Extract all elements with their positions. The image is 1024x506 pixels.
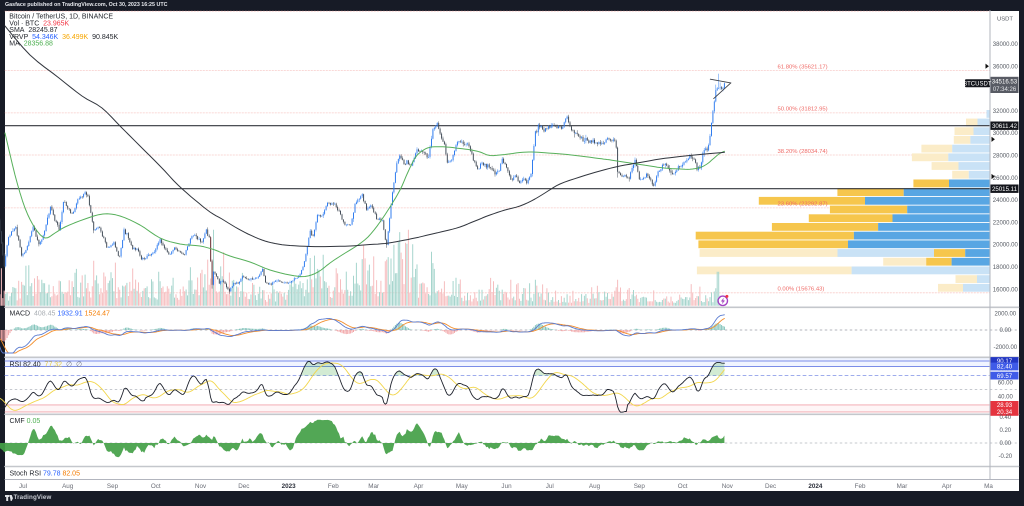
svg-text:22000.00: 22000.00 (993, 220, 1019, 226)
svg-text:34516.53: 34516.53 (992, 79, 1018, 86)
svg-text:SMA 28245.87: SMA 28245.87 (9, 27, 57, 34)
svg-text:Jul: Jul (546, 483, 554, 490)
svg-text:40.00: 40.00 (998, 395, 1014, 401)
svg-text:Vol · BTC 23.965K: Vol · BTC 23.965K (9, 20, 69, 27)
svg-text:May: May (456, 483, 469, 490)
svg-text:60.00: 60.00 (998, 380, 1014, 386)
svg-text:20000.00: 20000.00 (993, 243, 1019, 249)
svg-text:BTCUSDT: BTCUSDT (963, 81, 992, 87)
svg-text:2023: 2023 (282, 483, 297, 490)
svg-text:Aug: Aug (62, 483, 74, 490)
svg-text:Nov: Nov (195, 483, 207, 490)
svg-text:Dec: Dec (765, 483, 776, 490)
svg-text:2000.00: 2000.00 (994, 311, 1016, 317)
svg-text:Mar: Mar (368, 483, 379, 490)
svg-text:16000.00: 16000.00 (993, 287, 1019, 293)
svg-text:28000.00: 28000.00 (993, 154, 1019, 160)
svg-text:Jul: Jul (19, 483, 27, 490)
svg-text:38000.00: 38000.00 (993, 42, 1019, 48)
svg-text:69.57: 69.57 (997, 373, 1013, 380)
svg-text:0.00: 0.00 (999, 328, 1011, 334)
svg-text:Apr: Apr (414, 483, 424, 490)
svg-text:50.00% (31812.95): 50.00% (31812.95) (778, 107, 828, 113)
svg-text:82.40: 82.40 (997, 364, 1013, 371)
svg-text:30611.42: 30611.42 (992, 123, 1018, 130)
svg-text:Aug: Aug (589, 483, 601, 490)
svg-text:Jun: Jun (501, 483, 512, 490)
svg-text:0.20: 0.20 (999, 428, 1011, 434)
svg-text:90.17: 90.17 (997, 358, 1013, 365)
svg-text:USDT: USDT (997, 16, 1013, 22)
svg-text:07:34:26: 07:34:26 (993, 87, 1017, 93)
svg-text:RSI 82.40 77.32 ∅ ∅: RSI 82.40 77.32 ∅ ∅ (10, 361, 83, 368)
svg-text:38.20% (28034.74): 38.20% (28034.74) (778, 149, 828, 155)
svg-text:Bitcoin / TetherUS, 1D, BINANC: Bitcoin / TetherUS, 1D, BINANCE (9, 14, 113, 21)
svg-text:0.40: 0.40 (999, 415, 1011, 421)
svg-text:Feb: Feb (328, 483, 339, 490)
svg-text:-2000.00: -2000.00 (993, 345, 1017, 351)
svg-text:30000.00: 30000.00 (993, 131, 1019, 137)
svg-text:Stoch RSI 79.78 82.05: Stoch RSI 79.78 82.05 (10, 470, 81, 477)
svg-text:Feb: Feb (855, 483, 866, 490)
svg-text:Apr: Apr (942, 483, 952, 490)
svg-text:Dec: Dec (238, 483, 249, 490)
svg-text:25015.11: 25015.11 (992, 186, 1018, 193)
svg-text:32000.00: 32000.00 (993, 109, 1019, 115)
svg-text:Mar: Mar (897, 483, 908, 490)
svg-text:Nov: Nov (722, 483, 734, 490)
svg-text:Ma: Ma (984, 483, 993, 490)
svg-text:Oct: Oct (151, 483, 161, 490)
svg-text:24000.00: 24000.00 (993, 198, 1019, 204)
svg-text:23.60% (23292.87): 23.60% (23292.87) (778, 202, 828, 208)
svg-text:VRVP 54.346K 36.499K 90.845: VRVP 54.346K 36.499K 90.845K (9, 34, 118, 41)
svg-text:MACD 408.45 1932.91 1524.47: MACD 408.45 1932.91 1524.47 (10, 311, 111, 318)
svg-text:28.93: 28.93 (997, 402, 1013, 409)
svg-text:Oct: Oct (678, 483, 688, 490)
svg-text:CMF 0.05: CMF 0.05 (10, 418, 41, 425)
svg-text:18000.00: 18000.00 (993, 265, 1019, 271)
svg-text:0.00% (15676.43): 0.00% (15676.43) (778, 287, 825, 293)
svg-text:36000.00: 36000.00 (993, 64, 1019, 70)
svg-text:2024: 2024 (808, 483, 823, 490)
svg-text:26000.00: 26000.00 (993, 176, 1019, 182)
svg-text:Sep: Sep (634, 483, 646, 490)
svg-text:Sep: Sep (107, 483, 119, 490)
svg-text:MA 28356.88: MA 28356.88 (9, 41, 53, 48)
svg-text:20.34: 20.34 (997, 409, 1013, 416)
svg-text:-0.20: -0.20 (998, 454, 1012, 460)
svg-text:0.00: 0.00 (999, 441, 1011, 447)
svg-text:61.80% (35621.17): 61.80% (35621.17) (778, 64, 828, 70)
